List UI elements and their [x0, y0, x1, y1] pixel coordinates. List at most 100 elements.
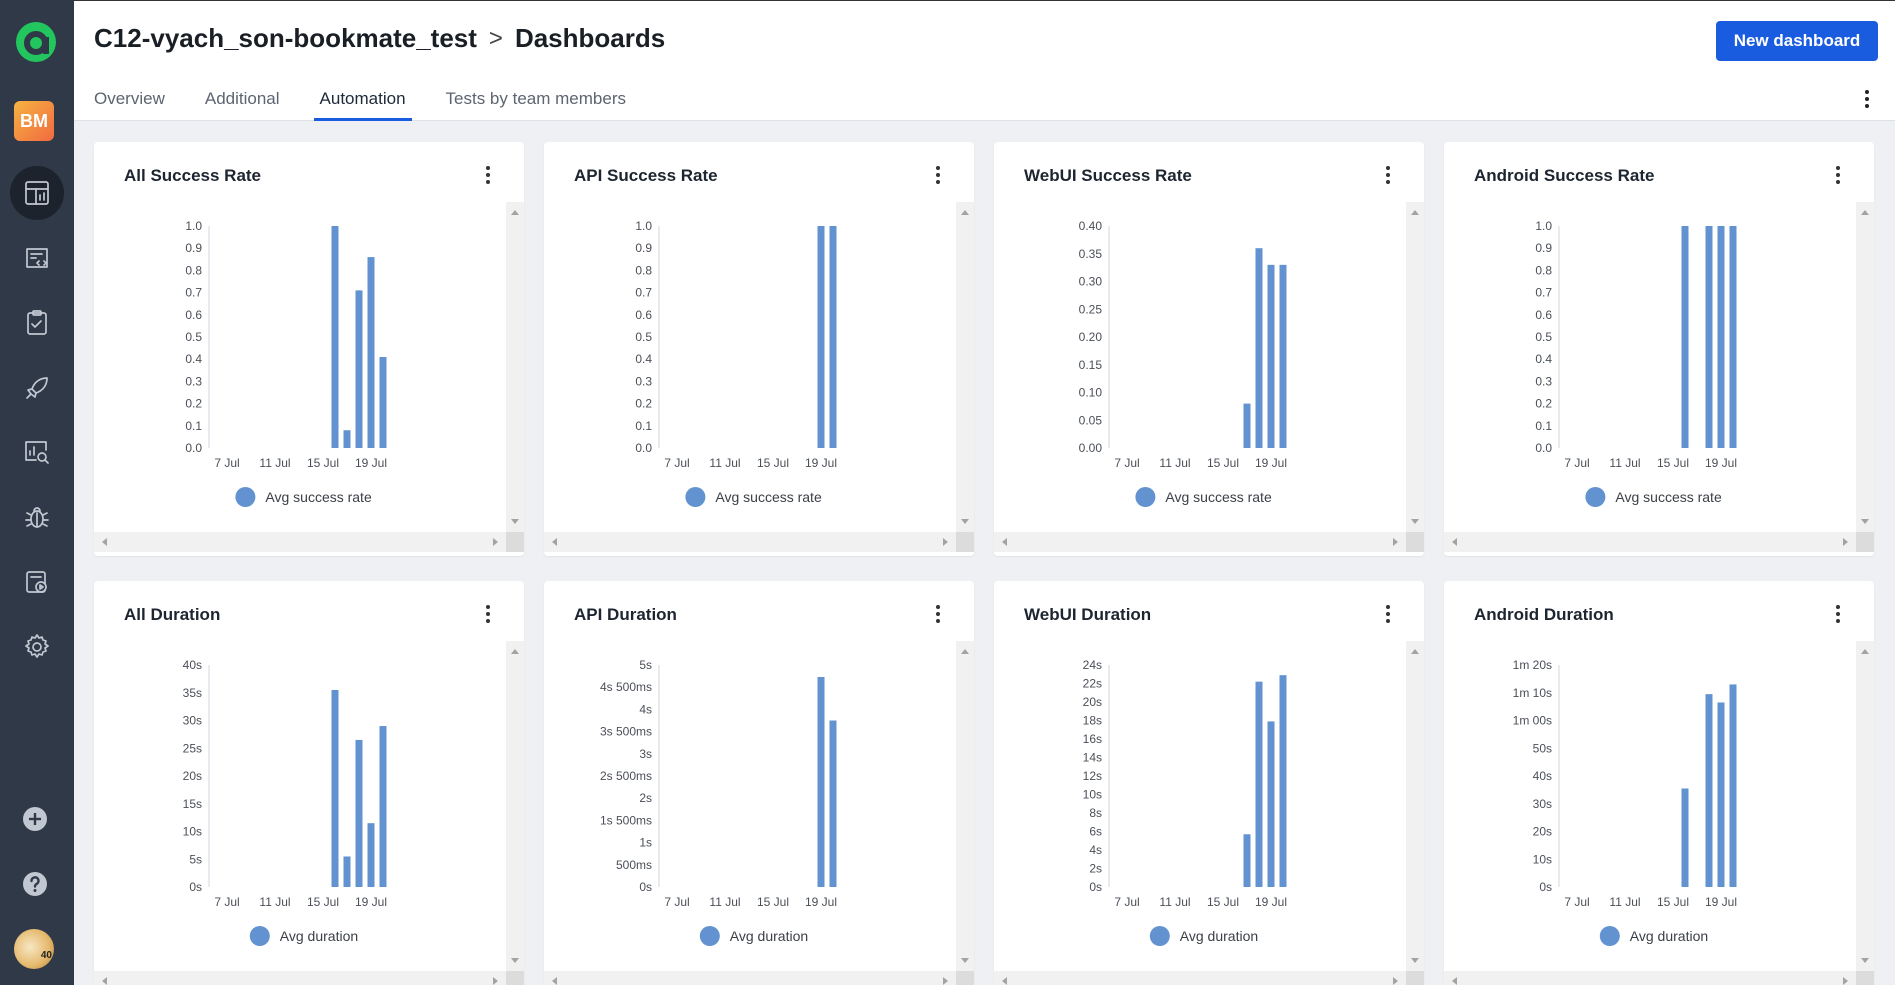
scroll-right-icon[interactable]: [493, 538, 498, 546]
legend-marker[interactable]: [1599, 926, 1620, 946]
horizontal-scrollbar[interactable]: [994, 971, 1406, 985]
scroll-right-icon[interactable]: [1393, 977, 1398, 985]
horizontal-scrollbar[interactable]: [994, 532, 1406, 552]
bar[interactable]: [829, 226, 837, 448]
project-badge[interactable]: BM: [14, 101, 54, 141]
bar[interactable]: [355, 739, 363, 887]
bar[interactable]: [367, 257, 375, 448]
bar[interactable]: [331, 689, 339, 887]
widget-menu-icon[interactable]: [1384, 605, 1392, 625]
widget-menu-icon[interactable]: [934, 605, 942, 625]
scroll-left-icon[interactable]: [1452, 977, 1457, 985]
legend-label[interactable]: Avg success rate: [265, 489, 372, 505]
scroll-down-icon[interactable]: [1411, 519, 1419, 524]
scroll-up-icon[interactable]: [1411, 210, 1419, 215]
sidebar-item-settings[interactable]: [10, 620, 64, 674]
bar[interactable]: [1243, 834, 1251, 887]
tab-overview[interactable]: Overview: [94, 89, 165, 108]
widget-menu-icon[interactable]: [484, 605, 492, 625]
legend-label[interactable]: Avg success rate: [1165, 489, 1272, 505]
scroll-left-icon[interactable]: [102, 538, 107, 546]
scroll-down-icon[interactable]: [1861, 519, 1869, 524]
help-icon[interactable]: [18, 867, 52, 901]
scroll-down-icon[interactable]: [511, 958, 519, 963]
bar[interactable]: [817, 226, 825, 448]
horizontal-scrollbar[interactable]: [544, 971, 956, 985]
sidebar-item-test-cases[interactable]: [10, 296, 64, 350]
legend-label[interactable]: Avg duration: [1180, 928, 1258, 944]
scroll-right-icon[interactable]: [943, 977, 948, 985]
scroll-right-icon[interactable]: [943, 538, 948, 546]
scroll-right-icon[interactable]: [1843, 538, 1848, 546]
bar[interactable]: [1705, 694, 1713, 887]
scroll-down-icon[interactable]: [961, 519, 969, 524]
sidebar-item-dashboards[interactable]: [10, 166, 64, 220]
scroll-down-icon[interactable]: [511, 519, 519, 524]
scroll-up-icon[interactable]: [511, 649, 519, 654]
horizontal-scrollbar[interactable]: [1444, 971, 1856, 985]
tab-additional[interactable]: Additional: [204, 89, 280, 108]
sidebar-item-jobs[interactable]: [10, 361, 64, 415]
bar[interactable]: [1705, 226, 1713, 448]
vertical-scrollbar[interactable]: [1856, 641, 1874, 971]
vertical-scrollbar[interactable]: [956, 641, 974, 971]
user-avatar[interactable]: 40: [14, 929, 54, 969]
legend-marker[interactable]: [235, 487, 256, 507]
bar[interactable]: [1717, 226, 1725, 448]
sidebar-item-test-plans[interactable]: [10, 555, 64, 609]
bar[interactable]: [379, 356, 387, 448]
bar[interactable]: [379, 726, 387, 887]
bar[interactable]: [1255, 681, 1263, 887]
sidebar-item-analytics[interactable]: [10, 425, 64, 479]
legend-label[interactable]: Avg duration: [1630, 928, 1708, 944]
horizontal-scrollbar[interactable]: [94, 532, 506, 552]
bar[interactable]: [355, 290, 363, 448]
create-icon[interactable]: [18, 802, 52, 836]
bar[interactable]: [343, 430, 351, 448]
bar[interactable]: [1681, 788, 1689, 887]
scroll-up-icon[interactable]: [1861, 210, 1869, 215]
new-dashboard-button[interactable]: New dashboard: [1716, 21, 1878, 61]
widget-menu-icon[interactable]: [934, 166, 942, 186]
scroll-down-icon[interactable]: [1411, 958, 1419, 963]
scroll-right-icon[interactable]: [1393, 538, 1398, 546]
bar[interactable]: [1279, 675, 1287, 887]
scroll-down-icon[interactable]: [1861, 958, 1869, 963]
vertical-scrollbar[interactable]: [956, 202, 974, 532]
bar[interactable]: [1717, 702, 1725, 887]
legend-marker[interactable]: [699, 926, 720, 946]
legend-marker[interactable]: [249, 926, 270, 946]
bar[interactable]: [1267, 721, 1275, 887]
scroll-up-icon[interactable]: [961, 649, 969, 654]
legend-marker[interactable]: [685, 487, 706, 507]
horizontal-scrollbar[interactable]: [544, 532, 956, 552]
scroll-left-icon[interactable]: [552, 977, 557, 985]
widget-menu-icon[interactable]: [1834, 166, 1842, 186]
vertical-scrollbar[interactable]: [506, 202, 524, 532]
scroll-down-icon[interactable]: [961, 958, 969, 963]
scroll-up-icon[interactable]: [1411, 649, 1419, 654]
bar[interactable]: [343, 856, 351, 887]
scroll-right-icon[interactable]: [1843, 977, 1848, 985]
vertical-scrollbar[interactable]: [1406, 202, 1424, 532]
bar[interactable]: [331, 226, 339, 448]
tab-tests-by-team-members[interactable]: Tests by team members: [445, 89, 626, 108]
scroll-left-icon[interactable]: [1452, 538, 1457, 546]
legend-label[interactable]: Avg success rate: [715, 489, 822, 505]
scroll-right-icon[interactable]: [493, 977, 498, 985]
bar[interactable]: [1681, 226, 1689, 448]
bar[interactable]: [1729, 684, 1737, 887]
bar[interactable]: [1279, 264, 1287, 448]
bar[interactable]: [367, 823, 375, 887]
legend-label[interactable]: Avg success rate: [1615, 489, 1722, 505]
legend-marker[interactable]: [1585, 487, 1606, 507]
widget-menu-icon[interactable]: [484, 166, 492, 186]
widget-menu-icon[interactable]: [1834, 605, 1842, 625]
sidebar-item-launches[interactable]: [10, 232, 64, 286]
bar[interactable]: [1729, 226, 1737, 448]
vertical-scrollbar[interactable]: [1406, 641, 1424, 971]
bar[interactable]: [1243, 403, 1251, 448]
legend-label[interactable]: Avg duration: [730, 928, 808, 944]
scroll-up-icon[interactable]: [511, 210, 519, 215]
breadcrumb-project[interactable]: C12-vyach_son-bookmate_test: [94, 23, 477, 53]
